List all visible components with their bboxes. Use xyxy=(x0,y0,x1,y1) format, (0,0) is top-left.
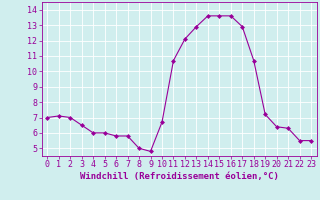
X-axis label: Windchill (Refroidissement éolien,°C): Windchill (Refroidissement éolien,°C) xyxy=(80,172,279,181)
